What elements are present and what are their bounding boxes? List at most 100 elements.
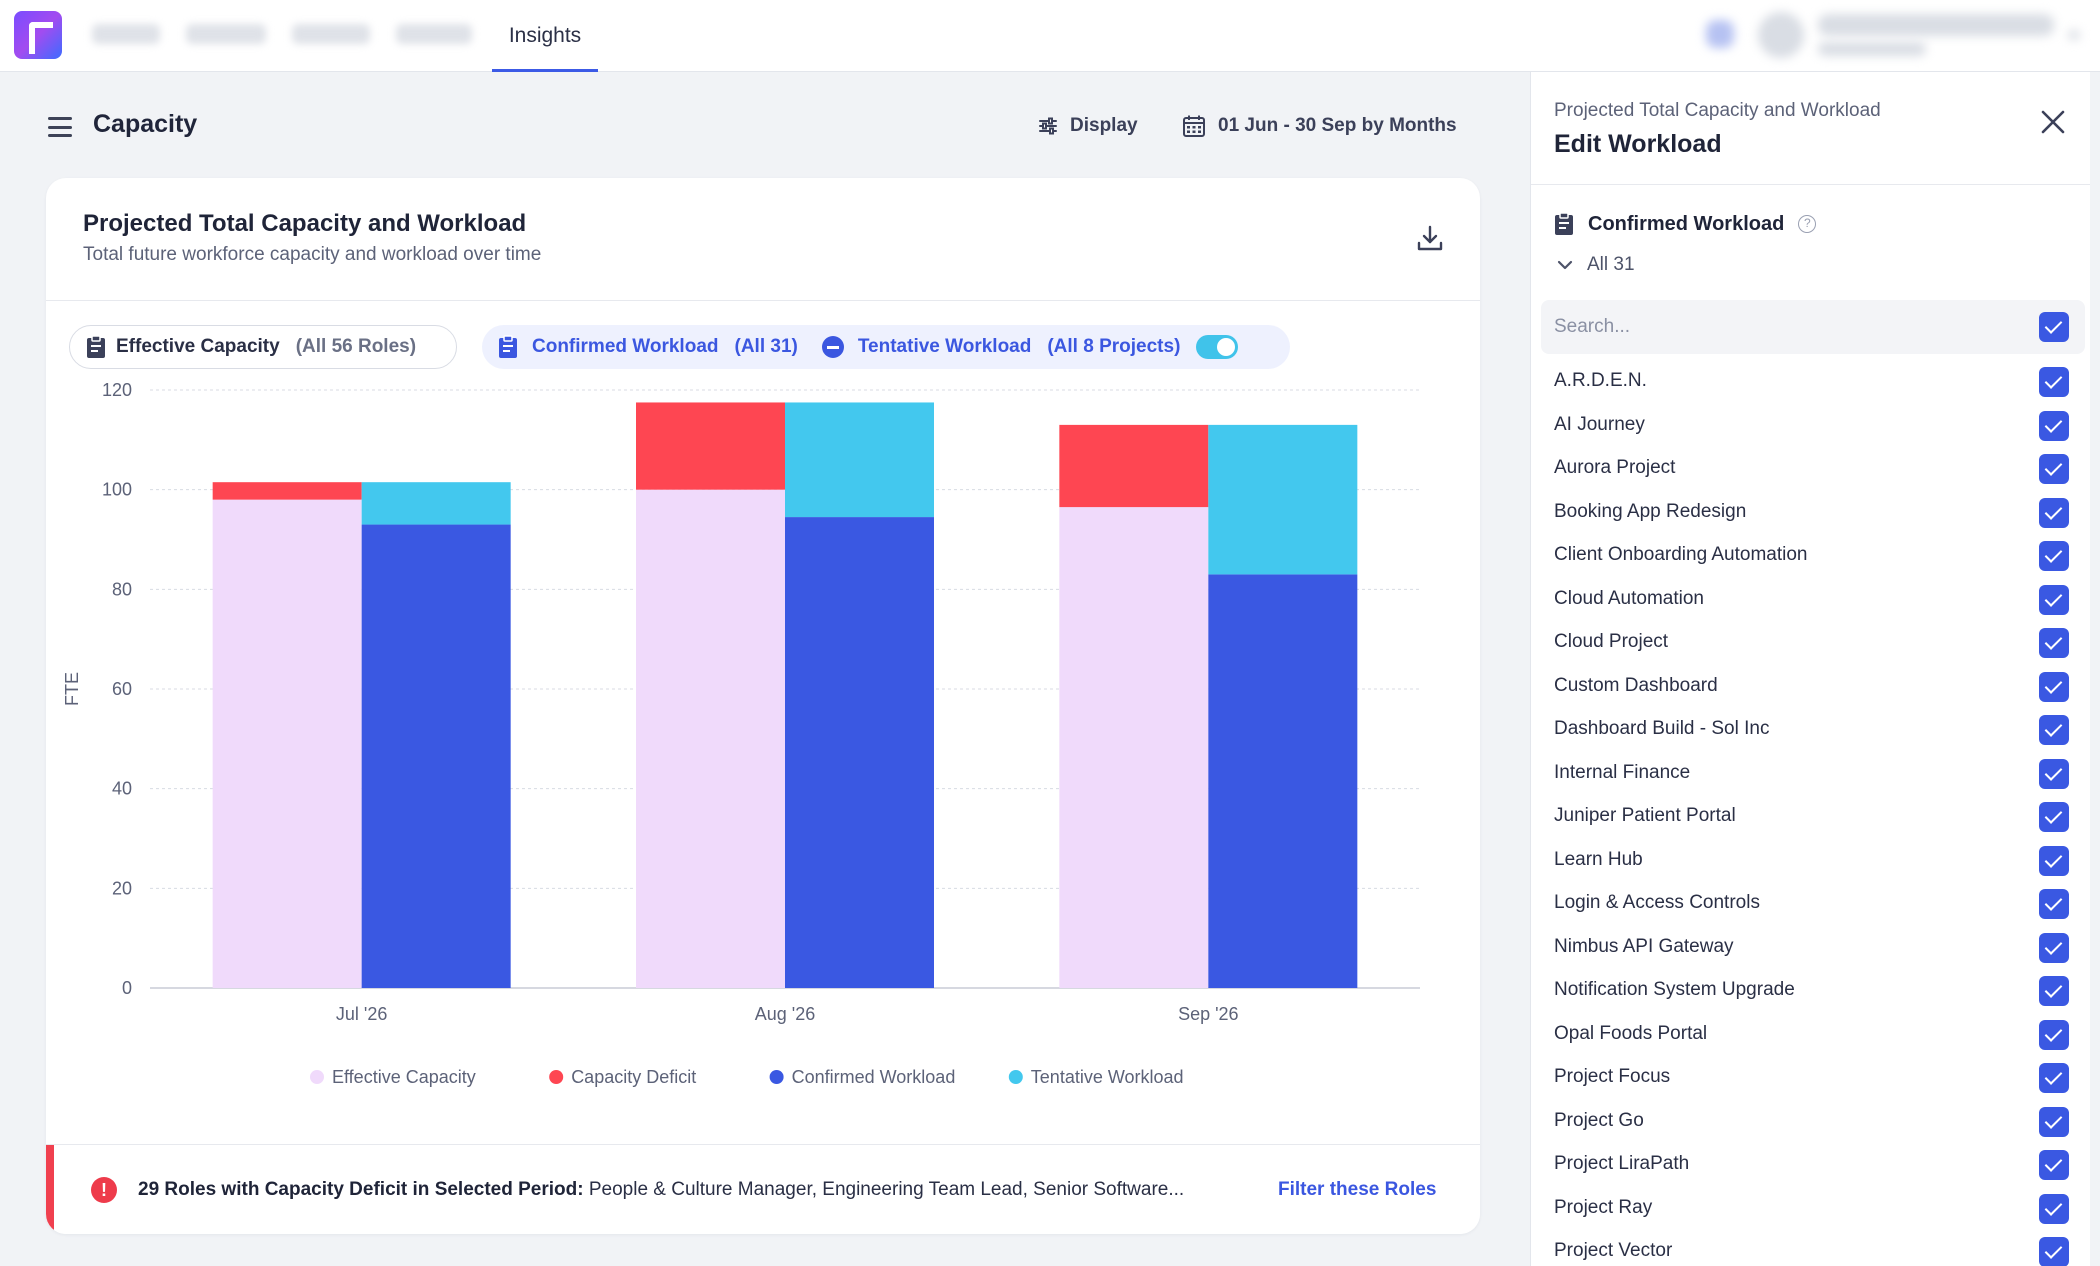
- project-checkbox[interactable]: [2039, 1193, 2069, 1224]
- avatar[interactable]: [1758, 12, 1804, 58]
- project-checkbox[interactable]: [2039, 1237, 2069, 1266]
- project-checkbox[interactable]: [2039, 758, 2069, 789]
- project-checkbox[interactable]: [2039, 410, 2069, 441]
- list-item[interactable]: Juniper Patient Portal: [1531, 795, 2090, 839]
- list-item[interactable]: Login & Access Controls: [1531, 882, 2090, 926]
- nav-tab-blurred[interactable]: [292, 24, 370, 44]
- project-name: A.R.D.E.N.: [1554, 370, 1647, 391]
- clipboard-icon: [499, 335, 517, 358]
- project-checkbox[interactable]: [2039, 628, 2069, 658]
- download-icon[interactable]: [1416, 224, 1444, 252]
- edit-workload-panel: Projected Total Capacity and Workload Ed…: [1530, 72, 2090, 1266]
- project-checkbox[interactable]: [2039, 497, 2069, 528]
- list-item[interactable]: Client Onboarding Automation: [1531, 534, 2090, 578]
- project-name: Project Vector: [1554, 1240, 1673, 1261]
- project-checkbox[interactable]: [2039, 541, 2069, 571]
- project-checkbox[interactable]: [2039, 802, 2069, 832]
- tentative-workload-label: Tentative Workload: [857, 336, 1032, 357]
- clipboard-icon: [87, 335, 105, 358]
- project-checkbox[interactable]: [2039, 845, 2069, 876]
- list-item[interactable]: Project Focus: [1531, 1056, 2090, 1100]
- list-item[interactable]: Project Vector: [1531, 1230, 2090, 1266]
- filter-roles-link[interactable]: Filter these Roles: [1278, 1179, 1437, 1200]
- project-checkbox[interactable]: [2039, 1106, 2069, 1137]
- close-icon[interactable]: [2039, 108, 2067, 136]
- list-item[interactable]: Cloud Project: [1531, 621, 2090, 665]
- nav-tab-insights[interactable]: Insights: [492, 0, 598, 72]
- panel-title: Edit Workload: [1554, 130, 1722, 158]
- nav-tab-blurred[interactable]: [92, 24, 160, 44]
- calendar-icon: [1183, 115, 1205, 137]
- project-checkbox[interactable]: [2039, 584, 2069, 615]
- nav-tab-blurred[interactable]: [186, 24, 266, 44]
- list-item[interactable]: AI Journey: [1531, 404, 2090, 448]
- user-role-blurred: [1818, 42, 1926, 56]
- list-item[interactable]: Project LiraPath: [1531, 1143, 2090, 1187]
- list-item[interactable]: Custom Dashboard: [1531, 665, 2090, 709]
- deficit-headline: 29 Roles with Capacity Deficit in Select…: [138, 1179, 584, 1200]
- legend-swatch: [310, 1070, 324, 1084]
- list-item[interactable]: Project Ray: [1531, 1187, 2090, 1231]
- bar-effective-capacity: [1059, 507, 1209, 988]
- project-list: A.R.D.E.N. AI Journey Aurora Project Bookin…: [1531, 360, 2090, 1266]
- project-checkbox[interactable]: [2039, 932, 2069, 963]
- menu-icon[interactable]: [48, 117, 72, 137]
- date-range-label: 01 Jun - 30 Sep by Months: [1218, 115, 1457, 136]
- project-checkbox[interactable]: [2039, 671, 2069, 702]
- project-checkbox[interactable]: [2039, 976, 2069, 1006]
- project-name: Internal Finance: [1554, 761, 1691, 783]
- list-item[interactable]: Learn Hub: [1531, 839, 2090, 883]
- project-name: Booking App Redesign: [1554, 500, 1747, 522]
- bar-effective-capacity: [636, 489, 785, 988]
- display-button[interactable]: Display: [1038, 112, 1138, 140]
- bar-tentative-workload: [785, 402, 934, 518]
- select-all-checkbox[interactable]: [2039, 312, 2069, 342]
- search-input[interactable]: [1554, 300, 1974, 354]
- x-tick-label: Jul '26: [336, 1004, 387, 1024]
- project-checkbox[interactable]: [2039, 889, 2069, 919]
- effective-capacity-chip[interactable]: Effective Capacity (All 56 Roles): [69, 325, 457, 369]
- list-item[interactable]: Booking App Redesign: [1531, 491, 2090, 535]
- all-projects-toggle[interactable]: All 31: [1557, 254, 1635, 276]
- project-checkbox[interactable]: [2039, 1150, 2069, 1180]
- list-item[interactable]: Dashboard Build - Sol Inc: [1531, 708, 2090, 752]
- card-subtitle: Total future workforce capacity and work…: [83, 244, 542, 265]
- project-name: AI Journey: [1554, 413, 1645, 435]
- list-item[interactable]: Internal Finance: [1531, 752, 2090, 796]
- project-checkbox[interactable]: [2039, 367, 2069, 397]
- chevron-down-icon: [1557, 260, 1573, 270]
- nav-tab-blurred[interactable]: [396, 24, 472, 44]
- confirmed-workload-label: Confirmed Workload: [532, 336, 719, 357]
- project-name: Cloud Project: [1554, 631, 1669, 652]
- tentative-workload-toggle[interactable]: [1196, 335, 1239, 359]
- list-item[interactable]: Project Go: [1531, 1100, 2090, 1144]
- effective-capacity-count: (All 56 Roles): [295, 336, 417, 357]
- workload-chip[interactable]: Confirmed Workload (All 31) Tentative Wo…: [482, 325, 1290, 369]
- list-item[interactable]: Cloud Automation: [1531, 578, 2090, 622]
- app-logo[interactable]: [14, 11, 62, 59]
- project-name: Project Go: [1554, 1109, 1644, 1131]
- bar-confirmed-workload: [785, 517, 934, 988]
- capacity-workload-chart: 0 20 40 60 80 100 120 FTE Jul '26 Aug '26 Sep '26 E…: [62, 380, 1420, 1087]
- project-name: Login & Access Controls: [1554, 892, 1760, 913]
- list-item[interactable]: Aurora Project: [1531, 447, 2090, 491]
- project-checkbox[interactable]: [2039, 454, 2069, 484]
- date-range-button[interactable]: 01 Jun - 30 Sep by Months: [1182, 112, 1457, 140]
- list-item[interactable]: A.R.D.E.N.: [1531, 360, 2090, 404]
- deficit-message: 29 Roles with Capacity Deficit in Select…: [138, 1179, 1184, 1201]
- legend-swatch: [769, 1070, 784, 1084]
- list-item[interactable]: Nimbus API Gateway: [1531, 926, 2090, 970]
- list-item[interactable]: Notification System Upgrade: [1531, 969, 2090, 1013]
- legend-label: Capacity Deficit: [571, 1067, 696, 1087]
- blurred-icon[interactable]: [1706, 20, 1734, 48]
- project-checkbox[interactable]: [2039, 715, 2069, 745]
- list-item[interactable]: Opal Foods Portal: [1531, 1013, 2090, 1057]
- project-checkbox[interactable]: [2039, 1063, 2069, 1093]
- user-name-blurred: [1818, 14, 2054, 36]
- x-tick-label: Sep '26: [1178, 1004, 1239, 1024]
- project-name: Cloud Automation: [1554, 587, 1704, 609]
- project-checkbox[interactable]: [2039, 1019, 2069, 1050]
- help-icon[interactable]: ?: [1798, 215, 1817, 233]
- chevron-down-icon[interactable]: [2068, 30, 2080, 40]
- minus-circle-icon: [821, 336, 844, 358]
